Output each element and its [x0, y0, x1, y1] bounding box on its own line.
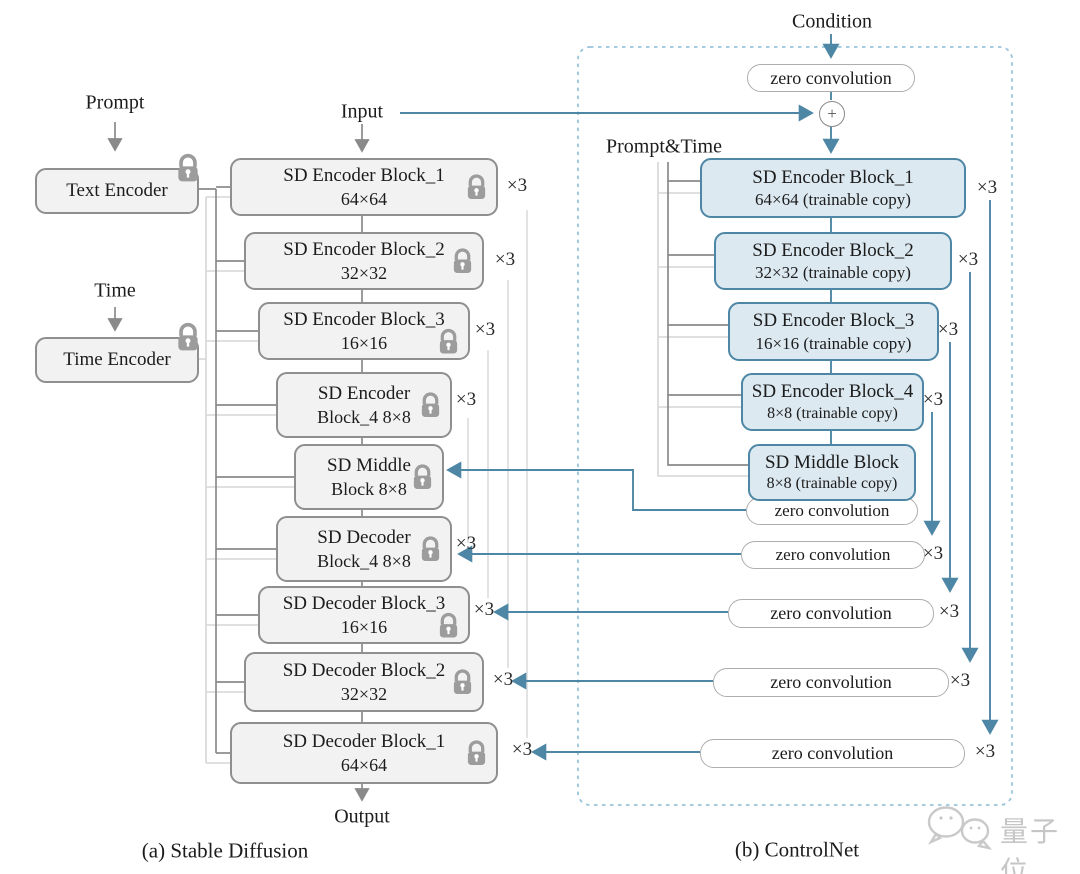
- lock-icon: [413, 464, 432, 489]
- block-size: 32×32: [340, 262, 388, 283]
- block-title: SD Encoder Block_2: [283, 238, 445, 260]
- sd-encoder-block-2: SD Encoder Block_2 32×32: [244, 232, 484, 290]
- wechat-icon: [927, 806, 993, 850]
- zero-convolution-top: zero convolution: [747, 64, 915, 92]
- block-title: SD Middle Block: [764, 451, 900, 473]
- repeat-x3: ×3: [494, 249, 516, 270]
- lock-icon: [453, 248, 472, 273]
- repeat-x3: ×3: [455, 389, 477, 410]
- controlnet-encoder-block-3: SD Encoder Block_3 16×16 (trainable copy…: [728, 302, 939, 361]
- input-label: Input: [340, 100, 384, 123]
- repeat-x3: ×3: [949, 670, 971, 691]
- controlnet-encoder-block-4: SD Encoder Block_4 8×8 (trainable copy): [741, 373, 924, 431]
- block-size: 16×16: [340, 616, 388, 637]
- lock-icon: [178, 153, 198, 182]
- repeat-x3: ×3: [506, 175, 528, 196]
- repeat-x3: ×3: [474, 319, 496, 340]
- lock-icon: [453, 669, 472, 694]
- sd-encoder-block-3: SD Encoder Block_3 16×16: [258, 302, 470, 360]
- repeat-x3: ×3: [455, 533, 477, 554]
- lock-icon: [467, 740, 486, 765]
- zero-conv-label: zero convolution: [775, 545, 891, 564]
- lock-icon: [421, 536, 440, 561]
- text-encoder-block: Text Encoder: [35, 153, 199, 214]
- block-size: 16×16: [340, 332, 388, 353]
- block-title: SD Encoder Block_1: [283, 164, 445, 186]
- lock-icon: [421, 392, 440, 417]
- sd-decoder-block-3: SD Decoder Block_3 16×16: [258, 586, 470, 644]
- repeat-x3: ×3: [976, 177, 998, 198]
- condition-label: Condition: [791, 10, 873, 33]
- block-title: SD Encoder Block_1: [752, 166, 914, 188]
- block-title: SD Encoder Block_4: [751, 381, 914, 403]
- time-encoder-block: Time Encoder: [35, 322, 199, 383]
- block-title: SD Encoder Block_2: [752, 239, 914, 261]
- block-size: 8×8 (trainable copy): [766, 475, 898, 493]
- lock-icon: [178, 322, 198, 351]
- zero-conv-label: zero convolution: [774, 501, 890, 520]
- block-title: SD Middle: [327, 454, 411, 476]
- controlnet-middle-block: SD Middle Block 8×8 (trainable copy): [748, 444, 916, 501]
- zero-conv-label: zero convolution: [770, 67, 892, 88]
- repeat-x3: ×3: [511, 739, 533, 760]
- repeat-x3: ×3: [974, 741, 996, 762]
- block-size: Block_4 8×8: [317, 550, 411, 571]
- sd-decoder-block-2: SD Decoder Block_2 32×32: [244, 652, 484, 712]
- lock-icon: [467, 174, 486, 199]
- block-size: Block_4 8×8: [317, 406, 411, 427]
- time-label: Time: [94, 279, 136, 302]
- caption-stable-diffusion: (a) Stable Diffusion: [141, 838, 309, 863]
- zero-convolution-dec3: zero convolution: [728, 599, 934, 628]
- add-operator: +: [819, 101, 845, 127]
- time-encoder-label: Time Encoder: [63, 349, 171, 371]
- zero-convolution-middle: zero convolution: [746, 497, 918, 525]
- block-size: Block 8×8: [331, 478, 407, 499]
- output-label: Output: [334, 805, 390, 828]
- zero-conv-label: zero convolution: [770, 672, 892, 692]
- repeat-x3: ×3: [922, 543, 944, 564]
- repeat-x3: ×3: [492, 669, 514, 690]
- lock-icon: [439, 328, 458, 354]
- block-title: SD Encoder: [317, 382, 411, 404]
- sd-decoder-block-1: SD Decoder Block_1 64×64: [230, 722, 498, 784]
- controlnet-encoder-block-1: SD Encoder Block_1 64×64 (trainable copy…: [700, 158, 966, 218]
- zero-convolution-dec1: zero convolution: [700, 739, 965, 768]
- block-size: 64×64: [340, 754, 388, 775]
- lock-icon: [439, 612, 458, 638]
- block-title: SD Decoder Block_2: [282, 659, 446, 681]
- block-title: SD Decoder Block_3: [282, 592, 446, 614]
- repeat-x3: ×3: [957, 249, 979, 270]
- sd-encoder-block-4: SD Encoder Block_4 8×8: [276, 372, 452, 438]
- sd-middle-block: SD Middle Block 8×8: [294, 444, 444, 510]
- zero-convolution-dec4: zero convolution: [741, 541, 925, 569]
- block-title: SD Encoder Block_3: [283, 308, 445, 330]
- block-size: 32×32 (trainable copy): [755, 263, 911, 283]
- plus-icon: +: [827, 104, 837, 123]
- block-size: 16×16 (trainable copy): [755, 333, 912, 353]
- zero-conv-label: zero convolution: [771, 743, 894, 763]
- watermark-qbitai: 量子位: [1000, 815, 1061, 874]
- sd-encoder-block-1: SD Encoder Block_1 64×64: [230, 158, 498, 216]
- block-title: SD Decoder: [317, 526, 411, 548]
- block-title: SD Encoder Block_3: [752, 310, 915, 331]
- prompt-label: Prompt: [85, 91, 145, 114]
- text-encoder-label: Text Encoder: [66, 180, 168, 202]
- block-size: 8×8 (trainable copy): [767, 404, 898, 422]
- zero-conv-label: zero convolution: [770, 603, 892, 623]
- caption-controlnet: (b) ControlNet: [734, 837, 860, 862]
- block-size: 32×32: [340, 683, 388, 704]
- repeat-x3: ×3: [937, 319, 959, 340]
- block-title: SD Decoder Block_1: [282, 730, 446, 752]
- sd-decoder-block-4: SD Decoder Block_4 8×8: [276, 516, 452, 582]
- repeat-x3: ×3: [473, 599, 495, 620]
- zero-convolution-dec2: zero convolution: [713, 668, 949, 697]
- repeat-x3: ×3: [938, 601, 960, 622]
- controlnet-encoder-block-2: SD Encoder Block_2 32×32 (trainable copy…: [714, 232, 952, 290]
- block-size: 64×64: [340, 188, 388, 209]
- block-size: 64×64 (trainable copy): [755, 190, 911, 210]
- repeat-x3: ×3: [922, 389, 944, 410]
- prompt-time-label: Prompt&Time: [606, 135, 722, 158]
